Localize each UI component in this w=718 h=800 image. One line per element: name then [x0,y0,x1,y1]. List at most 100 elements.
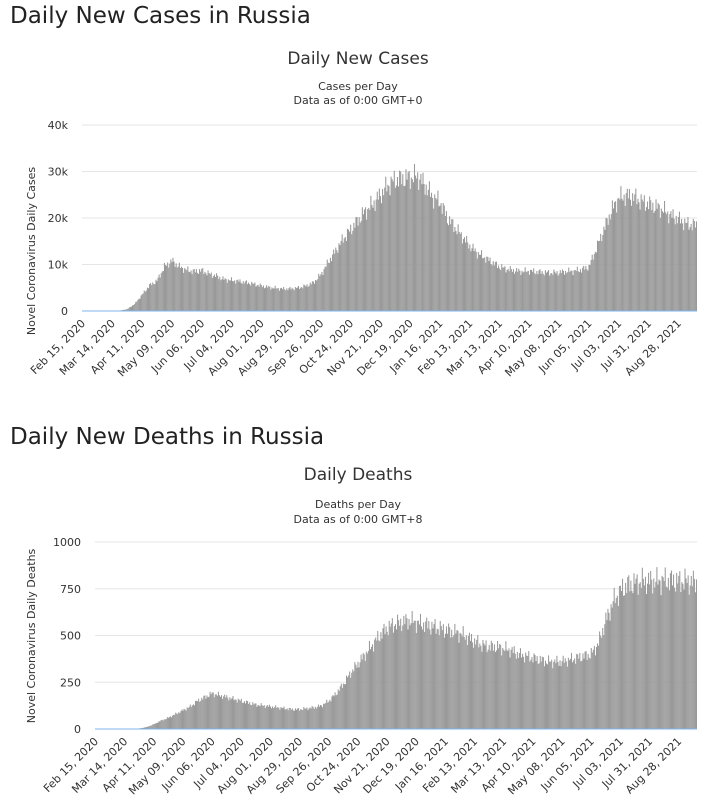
cases-bar [620,186,622,311]
deaths-bar [155,723,157,729]
cases-bar [502,267,504,311]
deaths-bar [476,639,478,729]
cases-bar [346,228,348,311]
cases-bar [133,304,135,311]
cases-bar [589,265,591,311]
cases-bar [218,278,220,311]
deaths-bar [305,708,307,729]
cases-bar [592,259,594,311]
cases-bar [636,204,638,311]
cases-bar [354,227,356,311]
cases-bar [300,287,302,311]
cases-bar [577,271,579,311]
deaths-bar [524,662,526,729]
cases-bar [528,274,530,311]
deaths-bar [252,702,254,729]
deaths-bar [180,711,182,729]
deaths-bar [577,654,579,729]
cases-bar [226,282,228,311]
cases-bar [382,189,384,311]
deaths-bar [167,717,169,729]
cases-bar [556,271,558,311]
cases-bar [640,194,642,311]
cases-bar [276,288,278,311]
cases-bar [574,270,576,311]
deaths-bar [276,707,278,729]
cases-bar [357,225,359,311]
deaths-bar [605,612,607,729]
cases-bar [535,274,537,311]
deaths-bar [679,571,681,729]
cases-y-tick-label: 20k [48,212,69,225]
cases-bar [323,269,325,311]
deaths-bar [347,677,349,729]
cases-bar [237,279,239,311]
cases-bar [503,267,505,311]
deaths-bar [428,621,430,729]
deaths-bar [450,637,452,729]
cases-bar [475,251,477,311]
cases-bar [343,238,345,311]
cases-bar [282,289,284,311]
deaths-bar [147,726,149,729]
deaths-bar [206,695,208,729]
deaths-bar [378,640,380,729]
deaths-bar [612,601,614,729]
cases-bar [575,271,577,311]
deaths-bar [576,653,578,729]
cases-bar [484,257,486,311]
deaths-bar [273,708,275,729]
deaths-bar [611,607,613,729]
deaths-bar [613,587,615,729]
cases-bar [166,265,168,311]
cases-bar [406,179,408,311]
cases-bar [124,309,126,311]
deaths-bar [397,614,399,729]
deaths-bar [223,696,225,729]
deaths-bar [387,635,389,729]
deaths-bar [461,636,463,729]
deaths-bar [144,727,147,729]
deaths-bar [348,675,350,729]
cases-bar [268,285,270,311]
cases-bar [659,218,661,311]
cases-bar [401,184,403,311]
deaths-bar [381,638,383,729]
cases-bar [155,279,157,311]
cases-bar [344,236,346,311]
deaths-bar [650,571,652,729]
cases-bar [149,284,151,311]
cases-bar [361,207,363,311]
cases-bar [586,269,588,311]
cases-bar [308,285,310,311]
deaths-bar [453,635,455,729]
daily-deaths-chart: Daily Deaths Deaths per Day Data as of 0… [25,465,697,797]
cases-bar [644,210,646,311]
deaths-bar [278,707,280,729]
cases-bar [544,270,546,311]
deaths-section-heading: Daily New Deaths in Russia [10,424,325,450]
deaths-bar [638,583,640,729]
cases-bar [256,285,258,311]
deaths-bar [561,661,563,729]
cases-bar [393,170,395,311]
cases-bar [271,287,273,311]
cases-bar [213,274,215,311]
deaths-bar [160,720,162,729]
cases-bar [454,226,456,311]
cases-bar [455,231,457,311]
cases-bar [434,194,436,311]
cases-bar [687,217,689,311]
cases-bar [312,281,314,311]
cases-bar [646,201,649,311]
deaths-bar [532,662,534,729]
deaths-bar [392,632,394,729]
cases-bar [223,279,225,311]
deaths-bar [215,694,217,729]
cases-bar [568,267,570,311]
cases-bar [340,240,342,311]
cases-bar [255,286,257,311]
deaths-bar [408,618,410,729]
deaths-bar [262,706,264,729]
cases-bar [429,196,431,311]
